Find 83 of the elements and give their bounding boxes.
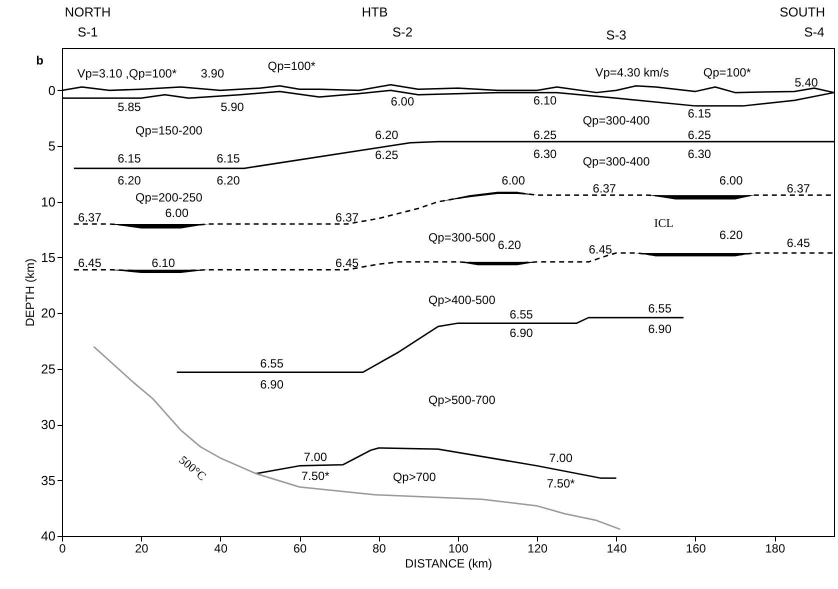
annotation: Qp=300-500	[428, 230, 496, 244]
annotation: Qp=100*	[703, 66, 752, 80]
annotation: 7.00	[304, 450, 328, 464]
annotation: 6.25	[688, 128, 712, 142]
annotation: Qp=300-400	[582, 113, 650, 128]
annotation: 6.10	[533, 93, 557, 108]
annotation: 6.20	[216, 174, 240, 188]
annotation: 6.00	[502, 174, 526, 188]
annotation: 7.50*	[301, 468, 330, 483]
annotation: Vp=4.30 km/s	[595, 66, 669, 80]
annotation: 6.90	[260, 377, 284, 392]
annotation: 6.20	[498, 238, 522, 252]
annotation: Qp=150-200	[135, 123, 203, 138]
x-tick-label: 80	[372, 542, 386, 556]
x-tick-label: 120	[528, 542, 548, 556]
x-tick-label: 160	[686, 542, 706, 556]
annotation: 6.00	[719, 174, 744, 188]
y-tick-label: 10	[41, 194, 56, 210]
y-tick-label: 40	[41, 528, 56, 544]
annotation: 6.15	[118, 151, 142, 166]
text: S-4	[804, 24, 824, 40]
annotation: 6.20	[118, 174, 142, 188]
annotation: 7.00	[549, 451, 573, 466]
annotation: 6.55	[510, 307, 534, 322]
annotation: 6.15	[688, 106, 712, 121]
y-tick-label: 30	[41, 417, 56, 432]
text: S-3	[606, 28, 626, 43]
annotation: 6.45	[335, 256, 360, 270]
annotation: 5.40	[794, 76, 818, 90]
text: S-1	[78, 24, 98, 40]
annotation: 6.25	[533, 128, 557, 142]
annotation: 6.20	[374, 128, 399, 142]
annotation: 6.00	[390, 94, 414, 108]
annotation: 6.25	[374, 148, 399, 162]
annotation: 6.37	[786, 181, 810, 196]
annotation: 6.20	[719, 228, 744, 242]
annotation: 6.55	[648, 302, 672, 316]
text: S-2	[392, 24, 413, 40]
x-tick-label: 20	[135, 542, 149, 556]
annotation: Qp=300-400	[582, 154, 650, 169]
annotation: 3.90	[200, 66, 224, 81]
text: NORTH	[64, 4, 111, 20]
annotation: Qp>400-500	[428, 292, 496, 307]
annotation: 5.85	[118, 100, 142, 114]
x-tick-label: 60	[293, 542, 308, 556]
annotation: 6.30	[533, 146, 557, 161]
annotation: 6.15	[216, 151, 240, 166]
text: HTB	[362, 4, 388, 20]
annotation: 6.37	[592, 181, 616, 196]
annotation: 6.10	[152, 256, 176, 270]
annotation: Qp>700	[392, 470, 436, 484]
y-tick-label: 20	[41, 306, 56, 321]
annotation: 6.45	[786, 236, 810, 250]
y-tick-label: 25	[41, 361, 56, 376]
text: SOUTH	[780, 4, 826, 20]
y-tick-label: 15	[41, 250, 56, 265]
y-axis-title: DEPTH (km)	[23, 258, 38, 326]
annotation: Vp=3.10 ,Qp=100*	[77, 66, 177, 81]
x-tick-label: 40	[214, 542, 228, 556]
x-axis-title: DISTANCE (km)	[404, 556, 492, 570]
annotation: 6.45	[78, 256, 102, 270]
annotation: 6.37	[335, 210, 360, 224]
annotation: 6.90	[510, 326, 534, 340]
annotation: 6.55	[260, 356, 284, 370]
y-tick-label: 0	[48, 82, 56, 98]
annotation: 6.37	[78, 210, 102, 224]
y-tick-label: 5	[48, 138, 56, 154]
x-tick-label: 180	[765, 542, 786, 556]
annotation: ICL	[654, 216, 674, 230]
annotation: 7.50*	[546, 476, 576, 491]
annotation: 6.30	[688, 146, 712, 161]
y-tick-label: 35	[41, 472, 56, 488]
annotation: 6.45	[588, 242, 612, 257]
x-tick-label: 100	[448, 542, 469, 556]
annotation: 5.90	[220, 100, 244, 114]
x-tick-label: 140	[606, 542, 628, 556]
annotation: 6.00	[165, 206, 189, 220]
annotation: Qp>500-700	[428, 393, 496, 408]
annotation: Qp=100*	[268, 58, 316, 73]
text: b	[36, 53, 44, 68]
annotation: 6.90	[648, 322, 672, 336]
annotation: Qp=200-250	[135, 190, 203, 204]
x-tick-label: 0	[59, 542, 66, 556]
